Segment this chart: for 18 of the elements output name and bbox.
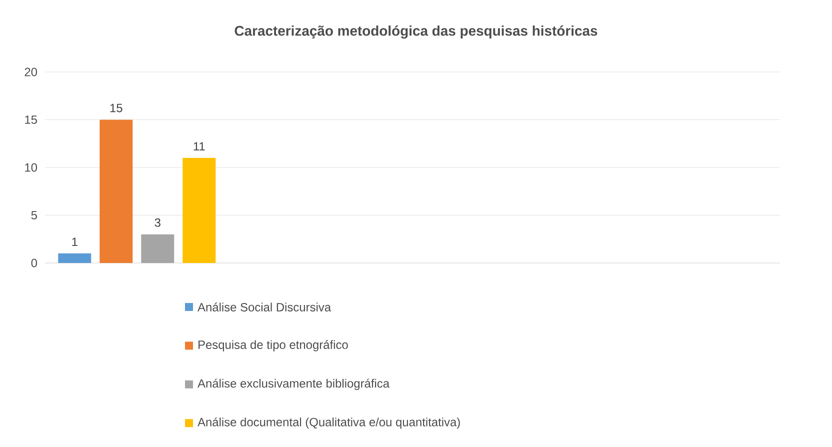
y-tick-label: 20 xyxy=(24,68,38,76)
bar xyxy=(100,120,133,263)
legend-label: Análise Social Discursiva xyxy=(198,302,332,312)
legend-label: Análise exclusivamente bibliográfica xyxy=(198,378,390,390)
data-label: 3 xyxy=(154,218,160,227)
y-tick-label: 0 xyxy=(31,258,38,268)
data-label: 11 xyxy=(194,142,205,150)
data-label: 15 xyxy=(110,104,122,112)
legend-label: Pesquisa de tipo etnográfico xyxy=(198,340,348,352)
y-tick-label: 15 xyxy=(25,116,37,124)
bar xyxy=(182,158,216,263)
data-label: 1 xyxy=(72,238,78,246)
y-tick-label: 10 xyxy=(25,163,38,172)
chart-title: Caracterização metodológica das pesquisas históricas xyxy=(234,25,598,39)
bar xyxy=(58,253,92,263)
y-tick-label: 5 xyxy=(31,211,37,220)
legend-label: Análise documental (Qualitativa e/ou quantitativa) xyxy=(198,417,460,429)
bar xyxy=(141,234,174,263)
